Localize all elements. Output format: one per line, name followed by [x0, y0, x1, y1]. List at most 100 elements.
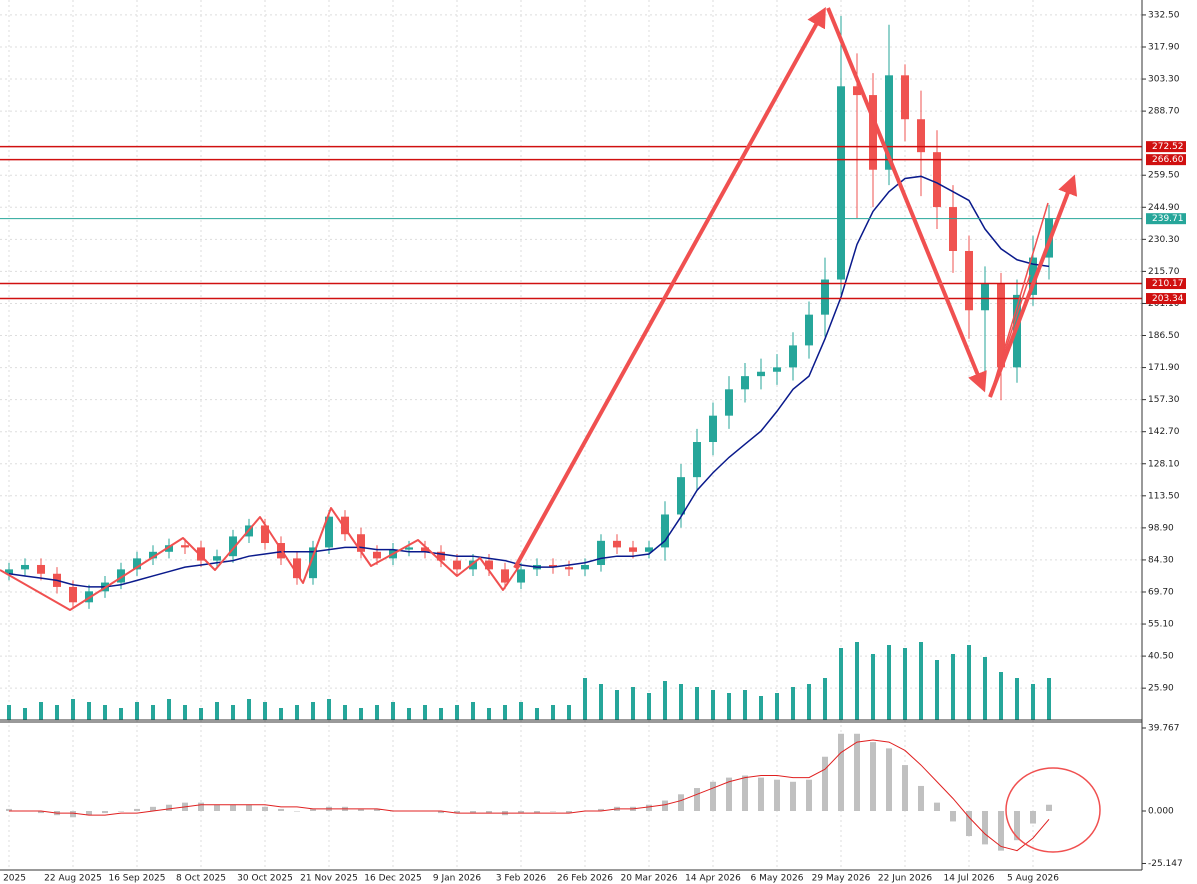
candle-body [373, 551, 381, 559]
volume-bar [903, 648, 907, 720]
volume-bar [311, 702, 315, 720]
macd-bar [294, 810, 300, 812]
candle-body [629, 547, 637, 552]
volume-bar [23, 708, 27, 720]
level-label: 203.34 [1152, 294, 1184, 304]
volume-bar [215, 702, 219, 720]
macd-bar [646, 804, 652, 811]
volume-bar [423, 705, 427, 720]
candle-body [421, 547, 429, 552]
y-tick-label: 40.50 [1148, 652, 1174, 662]
x-tick-label: 29 May 2026 [812, 874, 871, 884]
volume-bar [199, 708, 203, 720]
macd-bar [822, 756, 828, 811]
volume-bar [279, 708, 283, 720]
candle-body [149, 551, 157, 559]
y-tick-label: 0.000 [1148, 806, 1174, 816]
volume-bar [967, 645, 971, 720]
macd-bar [486, 810, 492, 814]
candle-body [645, 547, 653, 552]
level-label: 272.52 [1152, 142, 1184, 152]
y-tick-label: -25.147 [1148, 859, 1183, 869]
candle-body [229, 536, 237, 557]
volume-bar [503, 705, 507, 720]
volume-bar [983, 657, 987, 720]
macd-bar [774, 779, 780, 811]
macd-bar [790, 781, 796, 811]
macd-bar [278, 808, 284, 811]
macd-bar [838, 733, 844, 811]
x-tick-label: 22 Jun 2026 [878, 874, 932, 884]
signal-line [9, 739, 1050, 852]
candle-body [405, 547, 413, 550]
volume-bar [103, 705, 107, 720]
macd-bar [982, 810, 988, 845]
candle-body [325, 516, 333, 548]
candle-body [581, 564, 589, 570]
macd-bar [758, 777, 764, 811]
level-label-box [1146, 293, 1186, 305]
volume-bar [295, 705, 299, 720]
x-tick-label: 3 Feb 2026 [496, 874, 547, 884]
macd-bar [918, 785, 924, 811]
candle-body [341, 516, 349, 535]
volume-bar [599, 684, 603, 720]
arrow-up [513, 7, 826, 569]
y-tick-label: 128.10 [1148, 459, 1180, 469]
x-tick-label: ul 2025 [0, 874, 26, 884]
volume-bar [407, 708, 411, 720]
macd-bar [998, 810, 1004, 851]
volume-bar [359, 708, 363, 720]
volume-bar [583, 678, 587, 720]
macd-bar [518, 810, 524, 814]
candle-body [757, 371, 765, 377]
volume-bar [839, 648, 843, 720]
candle-body [293, 558, 301, 579]
candle-body [693, 442, 701, 478]
y-tick-label: 84.30 [1148, 555, 1174, 565]
volume-bar [711, 690, 715, 720]
zigzag [0, 507, 521, 611]
volume-bar [935, 660, 939, 720]
candle-body [805, 314, 813, 346]
volume-bar [375, 705, 379, 720]
volume-bar [631, 687, 635, 720]
macd-bar [230, 804, 236, 811]
y-tick-label: 303.30 [1148, 75, 1180, 85]
macd-bar [438, 810, 444, 814]
volume-bar [759, 696, 763, 720]
x-tick-label: 21 Nov 2025 [300, 874, 358, 884]
macd-bar [38, 810, 44, 814]
x-tick-label: 16 Sep 2025 [108, 874, 165, 884]
macd-bar [534, 810, 540, 814]
candle-body [501, 569, 509, 583]
volume-bar [695, 687, 699, 720]
candle-body [741, 376, 749, 390]
candle-body [853, 86, 861, 96]
macd-bar [678, 794, 684, 811]
candle-body [709, 415, 717, 443]
candle-body [453, 560, 461, 570]
volume-bar [567, 705, 571, 720]
candle-body [357, 534, 365, 552]
volume-bar [999, 672, 1003, 720]
y-tick-label: 317.90 [1148, 42, 1180, 52]
volume-bar [391, 702, 395, 720]
candle-body [485, 560, 493, 570]
drawings [0, 7, 1101, 853]
candle-body [597, 540, 605, 565]
y-tick-label: 55.10 [1148, 620, 1174, 630]
volume-bar [1047, 678, 1051, 720]
candle-body [837, 86, 845, 280]
macd-bar [1046, 804, 1052, 811]
candle-body [869, 95, 877, 170]
marks [0, 16, 1142, 852]
macd-bar [454, 810, 460, 814]
x-tick-label: 22 Aug 2025 [44, 874, 102, 884]
candle-body [661, 514, 669, 548]
y-tick-label: 244.90 [1148, 203, 1180, 213]
macd-bar [150, 806, 156, 811]
level-label: 239.71 [1152, 214, 1184, 224]
